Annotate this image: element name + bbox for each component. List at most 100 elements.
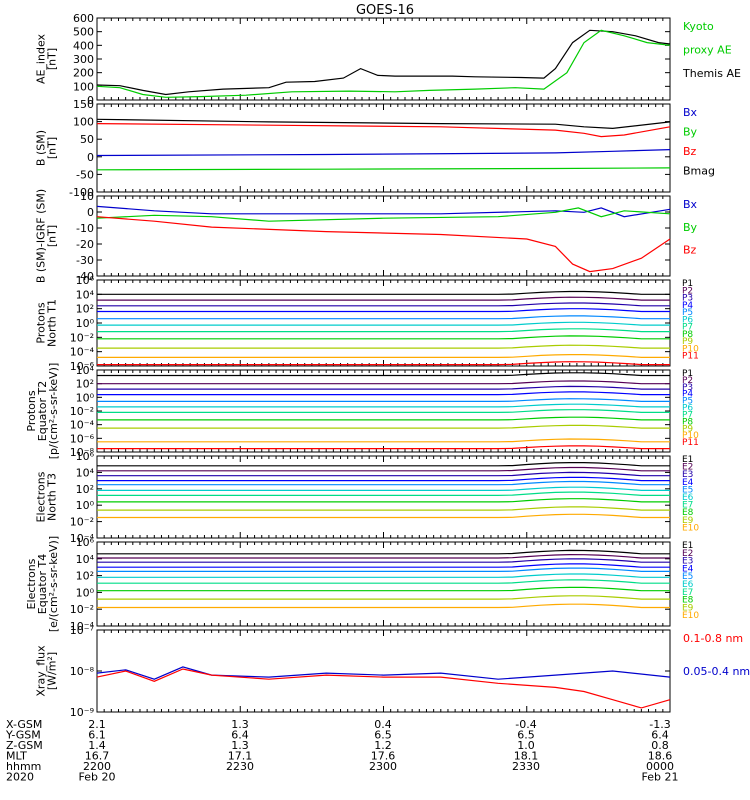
panel-frame [96,279,671,367]
flux-channel-10 [97,513,670,519]
legend-entry: Bx [683,198,698,211]
panel-frame [96,629,671,713]
flux-channel-8 [97,498,670,503]
footer-value: 1.2 [374,739,392,752]
y-tick-label: 10⁻⁴ [70,346,95,359]
y-tick-label: 10⁻⁷ [70,624,94,637]
y-axis-label: [W/m²] [46,652,59,690]
y-tick-label: 10⁰ [76,499,95,512]
channel-legend: E2 [682,549,693,559]
channel-legend: P8 [682,417,693,427]
footer-value: Feb 21 [642,771,679,784]
channel-legend: P1 [682,369,693,379]
panel-frame [96,17,671,101]
y-tick-label: 10⁻⁴ [70,620,95,633]
flux-channel-11 [97,445,670,450]
channel-legend: E4 [682,564,694,574]
y-tick-label: 10 [80,190,94,203]
channel-legend: E2 [682,463,693,473]
flux-channel-1 [97,290,670,295]
y-tick-label: 10⁻⁴ [70,419,95,432]
footer-value: 16.7 [85,750,110,763]
channel-legend: E9 [682,516,694,526]
series-bx [96,205,671,218]
y-axis-label: Protons [25,390,38,431]
footer-value: 17.6 [371,750,396,763]
footer-value: 2230 [226,760,254,773]
flux-channel-1 [97,372,670,377]
footer-row-label: Y-GSM [5,729,41,742]
y-axis-label: Protons [35,302,48,343]
panel-frame [96,455,671,539]
channel-legend: P11 [682,352,699,362]
channel-legend: E1 [682,455,693,465]
footer-value: 2330 [512,760,540,773]
flux-channel-7 [97,579,670,584]
flux-channel-10 [97,438,670,443]
y-tick-label: 10⁴ [76,364,95,377]
channel-legend: P5 [682,397,693,407]
legend-entry: Bz [683,145,697,158]
flux-channel-7 [97,328,670,333]
legend-entry: proxy AE [683,43,732,56]
footer-value: 2.1 [88,718,106,731]
y-axis-label: North T1 [46,299,59,347]
series-bz [96,123,671,138]
footer-row-label: X-GSM [6,718,42,731]
flux-channel-3 [97,385,670,390]
y-tick-label: 10⁻⁴ [70,532,95,545]
channel-legend: E7 [682,588,693,598]
flux-channel-4 [97,563,670,568]
flux-channel-6 [97,403,670,408]
flux-channel-5 [97,398,670,402]
channel-legend: P2 [682,286,693,296]
flux-channel-9 [97,424,670,429]
channel-legend: P9 [682,337,693,347]
footer-value: 6.5 [374,729,392,742]
channel-legend: P1 [682,279,693,289]
flux-channel-11 [97,361,670,366]
flux-channel-7 [97,491,670,496]
y-tick-label: 200 [73,67,94,80]
y-tick-label: 0 [87,206,94,219]
y-tick-label: 10⁻² [70,516,94,529]
channel-legend: P7 [682,323,693,333]
y-axis-label: B (SM)-IGRF (SM) [35,189,48,283]
y-axis-label: Equator T4 [36,554,49,614]
footer-value: 17.1 [228,750,253,763]
y-tick-label: 10⁻² [70,603,94,616]
flux-channel-2 [97,553,670,559]
y-tick-label: 0 [87,151,94,164]
y-tick-label: 10⁴ [76,466,95,479]
flux-channel-1 [97,549,670,555]
y-tick-label: 10⁶ [76,450,95,463]
footer-value: 6.1 [88,729,106,742]
y-axis-label: [e/(cm²-s-sr-keV)] [47,536,60,632]
channel-legend: E5 [682,572,693,582]
flux-channel-6 [97,486,670,491]
footer-value: -1.3 [649,718,670,731]
y-tick-label: 300 [73,53,94,66]
footer-value: 6.4 [231,729,249,742]
channel-legend: P7 [682,410,693,420]
channel-legend: P10 [682,431,699,441]
footer-value: 1.0 [517,739,535,752]
flux-channel-8 [97,335,670,340]
y-axis-label: Electrons [35,471,48,522]
y-axis-label: [nT] [46,137,59,159]
y-tick-label: -40 [76,270,94,283]
legend-entry: Bx [683,106,698,119]
channel-legend: E6 [682,580,694,590]
legend-entry: By [683,221,698,234]
y-tick-label: 10⁻⁸ [70,665,95,678]
y-axis-label: AE_index [35,33,48,84]
series-by [96,167,671,171]
y-tick-label: 10² [76,303,94,316]
footer-value: 2200 [83,760,111,773]
channel-legend: P3 [682,294,693,304]
y-axis-label: [p/(cm²-s-sr-keV)] [47,363,60,460]
y-tick-label: 50 [80,133,94,146]
